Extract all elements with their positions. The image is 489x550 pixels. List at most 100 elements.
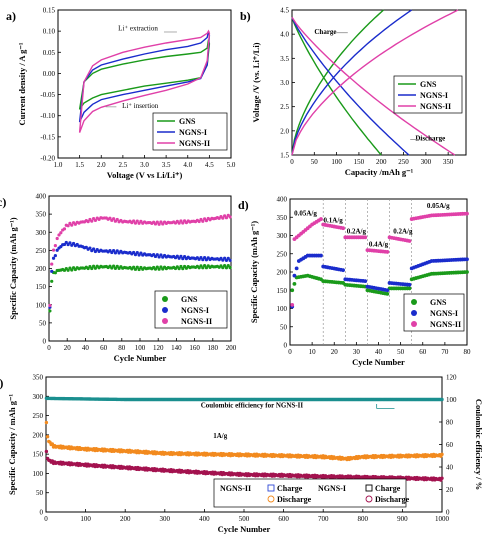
data-point <box>132 265 136 269</box>
x-tick-label: 160 <box>189 344 200 352</box>
data-point <box>440 397 444 402</box>
data-point <box>91 247 96 251</box>
x-tick-label: 120 <box>153 344 164 352</box>
legend-marker <box>411 310 417 316</box>
data-point <box>51 256 56 260</box>
annotation-charge: Charge <box>314 28 336 36</box>
x-tick-label: 400 <box>199 515 210 523</box>
x-tick-label: 5.0 <box>227 161 236 169</box>
data-point <box>112 264 116 268</box>
data-point <box>135 219 139 223</box>
data-point <box>93 218 98 223</box>
x-axis-label: Cycle Number <box>218 524 271 534</box>
y-tick-label: -0.20 <box>40 155 55 163</box>
data-point <box>407 286 412 291</box>
data-point <box>135 265 139 269</box>
y-tick-label: -0.15 <box>40 133 55 141</box>
rate-label: 0.2A/g <box>347 228 367 236</box>
x-axis-label: Cycle Number <box>352 357 405 367</box>
panel-e-long-cycling-chart: 0 100 200 300 400 500 600 700 800 900 100005010015… <box>0 374 484 535</box>
data-point <box>57 233 61 237</box>
data-point <box>68 241 72 245</box>
legend-entry: GNS <box>420 80 437 89</box>
data-point <box>59 231 63 235</box>
data-point <box>440 476 444 480</box>
y-tick-label: 200 <box>36 265 47 273</box>
y2-tick-label: 20 <box>446 486 454 494</box>
data-point <box>115 249 119 253</box>
x-tick-label: 500 <box>239 515 250 523</box>
x-tick-label: 1.0 <box>54 161 63 169</box>
x-tick-label: 80 <box>118 344 126 352</box>
x-tick-label: 200 <box>226 344 237 352</box>
x-tick-label: 350 <box>443 158 454 166</box>
y-tick-label: 150 <box>33 451 44 459</box>
data-point <box>290 288 295 293</box>
data-point <box>132 250 136 255</box>
legend-entry: Charge <box>277 484 303 493</box>
y-tick-label: 350 <box>277 214 288 222</box>
data-point <box>157 222 161 226</box>
data-point <box>159 253 163 257</box>
data-point <box>465 257 469 262</box>
y2-tick-label: 120 <box>446 374 457 382</box>
series-ngns-i <box>44 449 444 482</box>
panel-label: b) <box>240 9 251 23</box>
legend-entry: NGNS-I <box>179 128 207 137</box>
legend-entry: Charge <box>375 484 401 493</box>
legend-entry: NGNS-I <box>181 306 209 315</box>
data-point <box>319 253 323 258</box>
data-point <box>155 253 159 257</box>
panel-label: e) <box>0 376 3 390</box>
data-point <box>112 217 116 221</box>
x-tick-label: 40 <box>375 348 383 356</box>
legend-entry: Discharge <box>277 495 312 504</box>
y-axis-label: Specific Capacity / mAh g⁻¹ <box>7 394 17 495</box>
data-point <box>224 266 229 270</box>
data-point <box>50 269 54 273</box>
data-point <box>62 227 67 231</box>
y-tick-label: 250 <box>36 247 47 255</box>
y2-tick-label: 40 <box>446 464 454 472</box>
data-point <box>201 219 205 223</box>
legend-entry: NGNS-II <box>430 320 461 329</box>
data-point <box>48 303 52 308</box>
data-point <box>465 270 469 274</box>
y2-axis-label: Coulombic efficiency / % <box>474 399 484 490</box>
data-point <box>407 282 412 287</box>
legend-entry: NGNS-II <box>181 317 212 326</box>
data-point <box>50 442 55 446</box>
x-tick-label: 70 <box>441 348 449 356</box>
y-tick-label: 200 <box>277 269 288 277</box>
data-point <box>223 264 227 268</box>
data-point <box>465 211 469 216</box>
y2-tick-label: 100 <box>446 396 457 404</box>
y-tick-label: 350 <box>33 374 44 382</box>
data-point <box>201 258 205 262</box>
rate-label: 0.05A/g <box>427 202 450 210</box>
data-point <box>44 420 49 425</box>
data-point <box>385 292 390 296</box>
x-tick-label: 180 <box>208 344 219 352</box>
data-point <box>113 266 118 270</box>
data-point <box>179 264 183 269</box>
cv-curve-gns <box>78 39 211 110</box>
data-point <box>112 248 116 253</box>
discharge-curve-gns <box>291 17 382 156</box>
legend-entry: GNS <box>179 117 196 126</box>
x-tick-label: 30 <box>353 348 361 356</box>
data-point <box>201 266 205 270</box>
data-point <box>203 264 207 268</box>
data-point <box>90 266 94 271</box>
x-tick-label: 10 <box>309 348 317 356</box>
y-tick-label: 2.0 <box>280 127 289 135</box>
legend-marker <box>411 321 417 327</box>
y-tick-label: 3.0 <box>280 79 289 87</box>
data-point <box>55 248 59 252</box>
y-tick-label: 100 <box>33 470 44 478</box>
y-tick-label: 250 <box>33 412 44 420</box>
panel-c-cycling-chart: 0 20 40 60 80 100 120 140 160 180 200 0 50 100 150 200 2… <box>0 193 237 364</box>
data-point <box>294 266 299 271</box>
discharge-curve-ngns-i <box>291 17 410 156</box>
legend-marker-discharge <box>365 495 373 503</box>
